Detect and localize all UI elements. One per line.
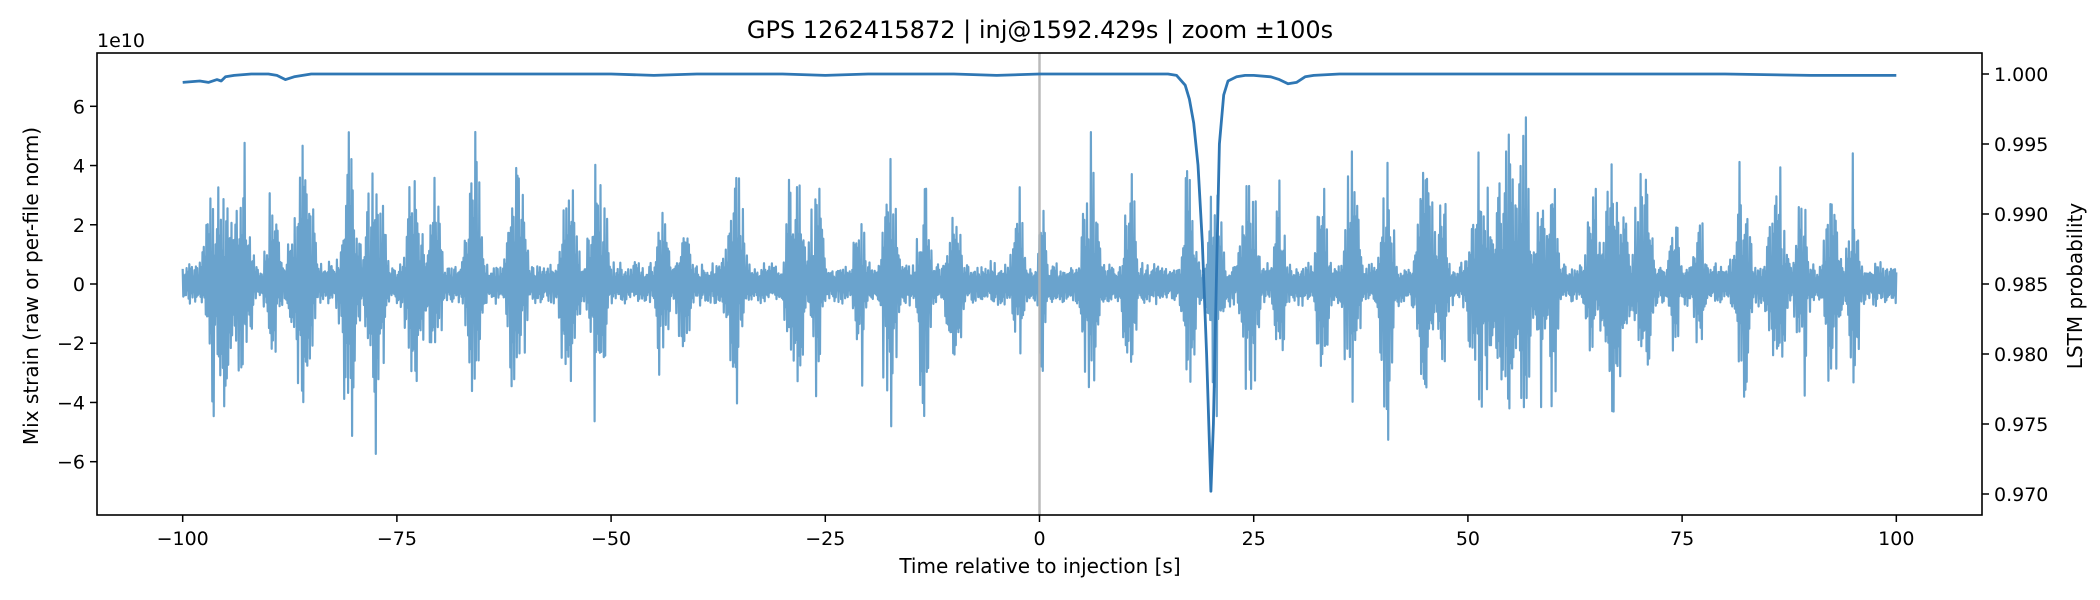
right-y-tick-label: 0.995 <box>1994 134 2048 156</box>
right-y-tick-label: 0.985 <box>1994 274 2048 296</box>
left-y-tick-label: −4 <box>57 392 85 414</box>
x-axis-ticks: −100 −75 −50 −25 0 25 50 75 100 <box>157 515 1914 550</box>
probability-series <box>182 72 1897 493</box>
left-y-tick-label: 0 <box>73 274 85 296</box>
left-y-axis-label: Mix strain (raw or per-file norm) <box>19 127 43 445</box>
left-y-tick-label: 2 <box>73 215 85 237</box>
left-y-axis-ticks: −6 −4 −2 0 2 4 6 <box>57 96 97 474</box>
probability-line <box>182 72 1897 493</box>
right-y-axis-ticks: 0.970 0.975 0.980 0.985 0.990 0.995 1.000 <box>1982 64 2048 506</box>
right-y-tick-label: 0.970 <box>1994 484 2048 506</box>
x-tick-label: 0 <box>1033 528 1045 550</box>
x-tick-label: 25 <box>1242 528 1266 550</box>
left-y-tick-label: −6 <box>57 452 85 474</box>
left-y-tick-label: 6 <box>73 96 85 118</box>
left-y-tick-label: 4 <box>73 156 85 178</box>
x-tick-label: −100 <box>157 528 209 550</box>
x-axis-label: Time relative to injection [s] <box>898 554 1180 578</box>
chart-title: GPS 1262415872 | inj@1592.429s | zoom ±1… <box>747 16 1333 44</box>
right-y-tick-label: 0.975 <box>1994 414 2048 436</box>
x-tick-label: 100 <box>1878 528 1914 550</box>
x-tick-label: 50 <box>1456 528 1480 550</box>
x-tick-label: −75 <box>377 528 417 550</box>
right-y-tick-label: 1.000 <box>1994 64 2048 86</box>
x-tick-label: 75 <box>1670 528 1694 550</box>
right-y-tick-label: 0.990 <box>1994 204 2048 226</box>
left-axis-offset-label: 1e10 <box>97 30 145 52</box>
x-tick-label: −50 <box>591 528 631 550</box>
right-y-axis-label: LSTM probability <box>2063 203 2087 370</box>
right-y-tick-label: 0.980 <box>1994 344 2048 366</box>
left-y-tick-label: −2 <box>57 333 85 355</box>
x-tick-label: −25 <box>805 528 845 550</box>
